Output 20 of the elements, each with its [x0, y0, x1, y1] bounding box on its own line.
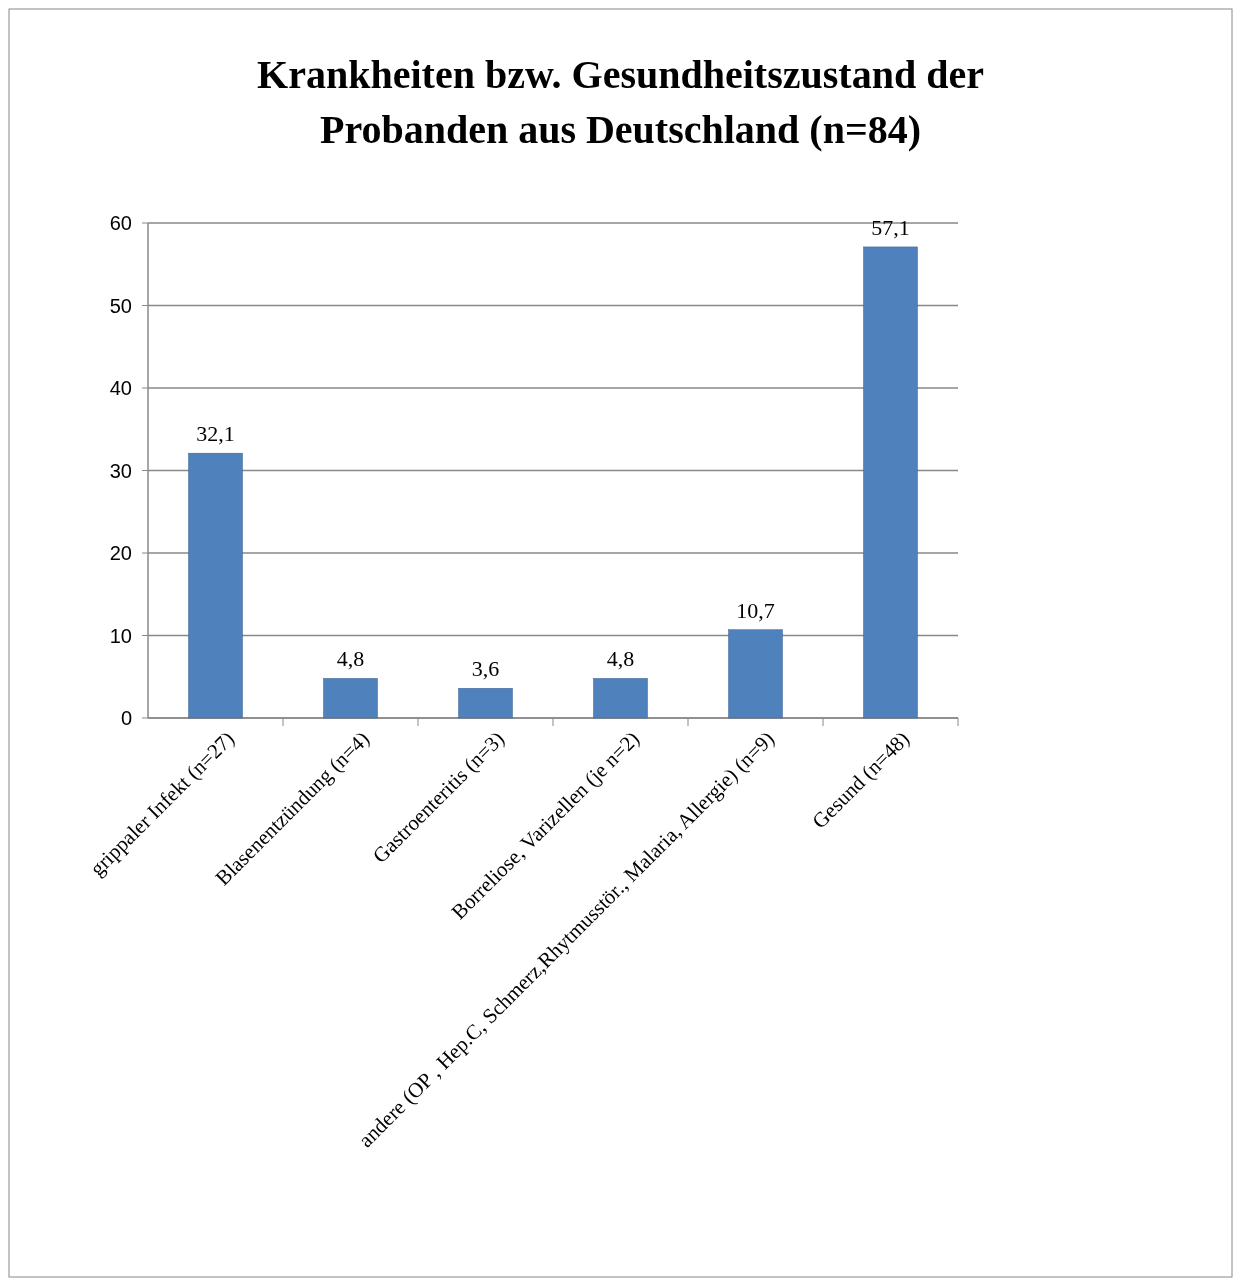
data-label: 3,6: [471, 656, 500, 682]
y-tick-label: 0: [120, 707, 132, 729]
y-tick-label: 60: [109, 212, 132, 234]
bar: [728, 629, 783, 719]
bar: [458, 688, 513, 719]
y-tick-label: 10: [109, 624, 132, 647]
data-label: 4,8: [336, 646, 365, 672]
data-label: 57,1: [871, 214, 910, 240]
data-label: 10,7: [736, 597, 775, 623]
y-tick-label: 50: [109, 294, 132, 317]
data-label: 4,8: [606, 646, 635, 672]
bar: [593, 678, 648, 719]
y-tick-label: 30: [109, 459, 132, 482]
bar: [323, 678, 378, 719]
chart-title: Krankheiten bzw. Gesundheitszustand der Probanden aus Deutschland (n=84): [257, 52, 984, 152]
y-tick-label: 40: [109, 377, 132, 399]
data-label: 32,1: [196, 421, 235, 447]
y-tick-label: 20: [109, 542, 132, 564]
bar: [863, 246, 918, 719]
bar: [188, 452, 243, 719]
